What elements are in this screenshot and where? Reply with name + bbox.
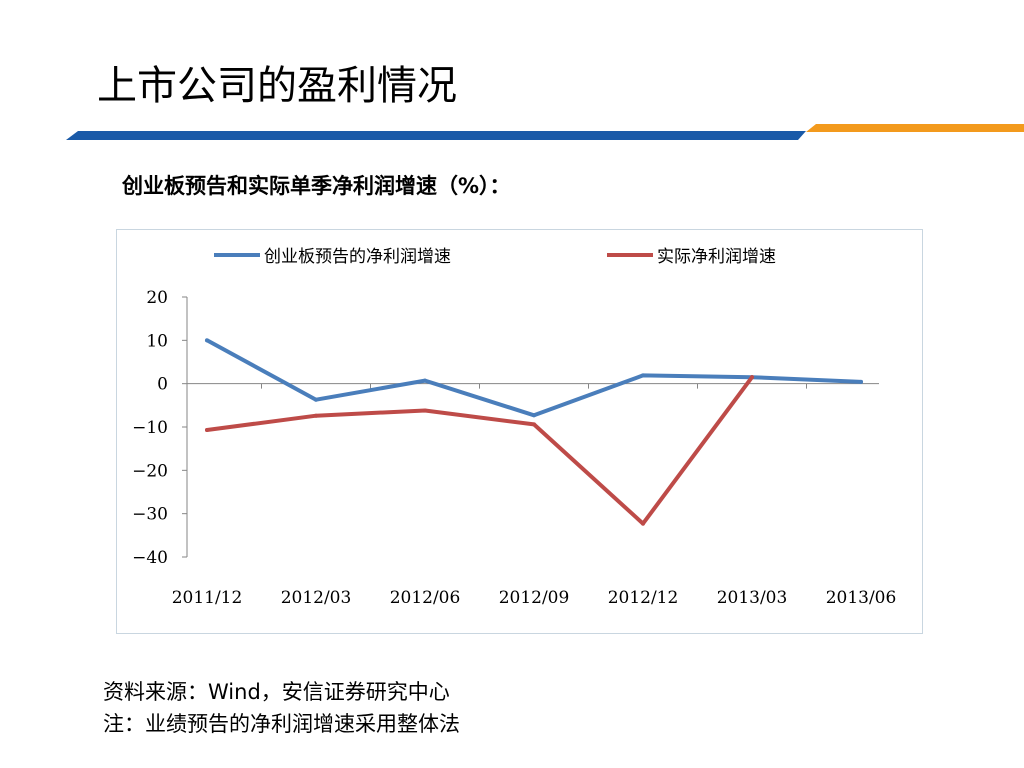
line-chart: 创业板预告的净利润增速 实际净利润增速 20 10 0 −10 −20 −30 −402011… [132, 247, 896, 608]
data-point [641, 373, 645, 378]
data-point [423, 378, 427, 383]
chart-series [205, 338, 863, 526]
series-line-2 [205, 375, 754, 526]
slide-title: 上市公司的盈利情况 [97, 63, 457, 109]
data-point [532, 413, 536, 418]
data-point [205, 338, 209, 343]
x-tick-label: 2012/12 [608, 588, 679, 608]
chart-title: 创业板预告和实际单季净利润增速（%）： [122, 174, 511, 198]
x-tick-label: 2013/06 [826, 588, 897, 608]
y-tick-label: 0 [157, 375, 168, 395]
source-note: 资料来源：Wind，安信证券研究中心 [103, 680, 450, 704]
method-note: 注：业绩预告的净利润增速采用整体法 [103, 712, 460, 736]
chart-legend: 创业板预告的净利润增速 实际净利润增速 [214, 247, 776, 267]
legend-label: 创业板预告的净利润增速 [264, 247, 451, 267]
legend-label: 实际净利润增速 [657, 247, 776, 267]
y-tick-label: 20 [146, 288, 168, 308]
x-tick-label: 2013/03 [717, 588, 788, 608]
series-line-1 [205, 338, 863, 418]
x-tick-label: 2012/09 [499, 588, 570, 608]
x-tick-label: 2012/03 [281, 588, 352, 608]
data-point [314, 397, 318, 402]
y-tick-label: −10 [132, 418, 168, 438]
data-point [205, 428, 209, 433]
chart-frame: 创业板预告的净利润增速 实际净利润增速 20 10 0 −10 −20 −30 −40 2011… [116, 229, 923, 634]
y-tick-label: 10 [146, 331, 168, 351]
title-rule-blue [66, 131, 806, 140]
data-point [532, 422, 536, 427]
y-tick-label: −20 [132, 461, 168, 481]
x-tick-label: 2011/12 [172, 588, 243, 608]
data-point [641, 521, 645, 526]
y-tick-label: −30 [132, 505, 168, 525]
data-point [423, 408, 427, 413]
y-tick-label: −40 [132, 548, 168, 568]
title-rule-orange [806, 124, 1024, 132]
x-tick-label: 2012/06 [390, 588, 461, 608]
data-point [314, 413, 318, 418]
data-point [859, 379, 863, 384]
data-point [750, 375, 754, 380]
